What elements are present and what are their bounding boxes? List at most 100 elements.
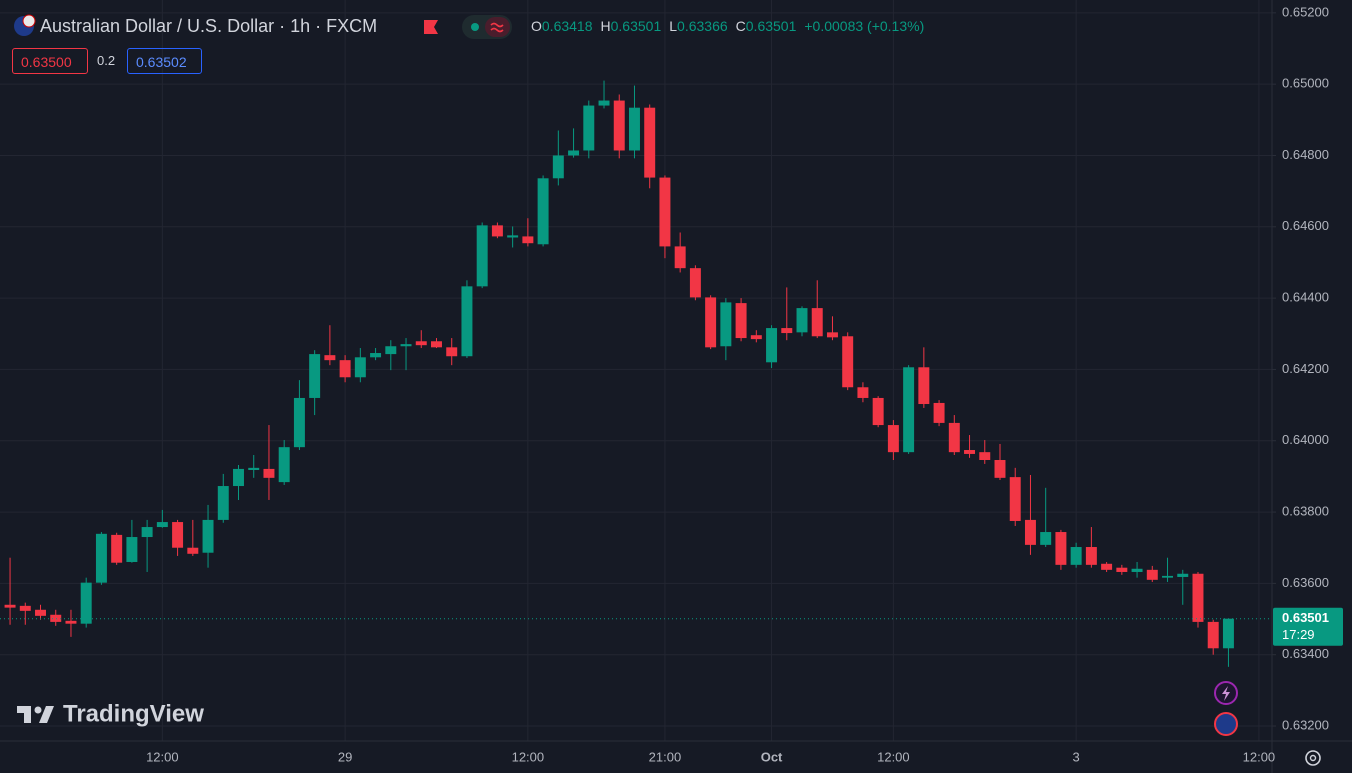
candle-body xyxy=(309,354,321,398)
candle-body xyxy=(187,547,199,554)
candle-body xyxy=(766,328,778,363)
candle-body xyxy=(172,522,184,548)
candle-body xyxy=(659,177,671,247)
candle-body xyxy=(933,402,945,423)
candle-body xyxy=(1207,621,1219,649)
candle-body xyxy=(339,360,351,378)
candle-body xyxy=(826,332,838,338)
candle-body xyxy=(507,235,519,238)
x-tick-label: 3 xyxy=(1073,749,1080,764)
candle-body xyxy=(1162,575,1174,578)
candle-body xyxy=(598,100,610,106)
candle-body xyxy=(217,486,229,520)
candle-body xyxy=(126,537,138,562)
candle-body xyxy=(385,346,397,355)
axes: 0.65200 0.65000 0.64800 0.64600 0.64400 0.642… xyxy=(146,4,1343,764)
y-tick-label: 0.64000 xyxy=(1282,432,1329,447)
y-tick-label: 0.64800 xyxy=(1282,147,1329,162)
y-tick-label: 0.63600 xyxy=(1282,575,1329,590)
candle-body xyxy=(400,344,412,347)
candle-body xyxy=(446,347,458,357)
candle-body xyxy=(370,353,382,358)
status-dot xyxy=(471,23,479,31)
x-tick-label: 12:00 xyxy=(1243,749,1276,764)
candle-body xyxy=(948,422,960,453)
candle-body xyxy=(1116,567,1128,572)
y-tick-label: 0.64600 xyxy=(1282,218,1329,233)
candle-body xyxy=(1222,618,1234,649)
x-tick-label: 12:00 xyxy=(146,749,179,764)
x-tick-label: 12:00 xyxy=(877,749,910,764)
candle-body xyxy=(1055,532,1067,565)
candle-body xyxy=(1040,532,1052,545)
candle-body xyxy=(1146,569,1158,580)
price-tag-countdown: 17:29 xyxy=(1282,627,1315,642)
candle-body xyxy=(583,105,595,151)
candle-body xyxy=(354,357,366,378)
settings-icon[interactable] xyxy=(1305,750,1321,766)
price-tag-value: 0.63501 xyxy=(1282,610,1329,625)
candle-body xyxy=(1009,477,1021,521)
settings-icon-core xyxy=(1309,754,1317,762)
candle-body xyxy=(111,534,123,563)
status-alt xyxy=(485,17,510,37)
candle-body xyxy=(872,397,884,426)
status-wave xyxy=(490,22,504,33)
candle-body xyxy=(568,150,580,156)
x-tick-label: Oct xyxy=(761,749,783,764)
candle-body xyxy=(461,286,473,357)
candle-body xyxy=(202,519,214,553)
candle-body xyxy=(781,328,793,334)
candle-body xyxy=(842,336,854,388)
y-tick-label: 0.63400 xyxy=(1282,646,1329,661)
candle-body xyxy=(293,397,305,448)
x-tick-label: 29 xyxy=(338,749,352,764)
y-tick-label: 0.65000 xyxy=(1282,76,1329,91)
candle-body xyxy=(431,341,442,348)
candle-body xyxy=(857,387,869,398)
candle-body xyxy=(1192,573,1204,622)
candle-body xyxy=(95,533,107,583)
candle-body xyxy=(50,614,62,622)
candle-body xyxy=(674,246,686,269)
candle-body xyxy=(613,100,625,151)
candle-body xyxy=(1131,568,1143,572)
watermark: TradingView xyxy=(63,700,204,727)
candle-body xyxy=(4,604,16,608)
candle-body xyxy=(1085,547,1097,565)
candle-body xyxy=(720,302,732,347)
candle-body xyxy=(994,460,1006,478)
candle-body xyxy=(689,268,701,298)
y-tick-label: 0.64400 xyxy=(1282,290,1329,305)
x-tick-label: 12:00 xyxy=(512,749,545,764)
candle-body xyxy=(248,467,260,470)
candle-body xyxy=(476,225,488,287)
candle-body xyxy=(1070,547,1082,565)
y-tick-label: 0.65200 xyxy=(1282,4,1329,19)
candle-body xyxy=(750,335,762,340)
event-flag-icon[interactable] xyxy=(1214,712,1238,736)
candle-body xyxy=(705,297,717,348)
candle-body xyxy=(156,522,168,528)
candle-body xyxy=(887,425,899,453)
logo-dot xyxy=(34,706,42,714)
y-tick-label: 0.64200 xyxy=(1282,361,1329,376)
candle-body xyxy=(644,107,656,178)
candle-body xyxy=(491,225,503,237)
logo-slash xyxy=(39,706,54,723)
candle-body xyxy=(415,341,427,346)
candle-body xyxy=(80,582,92,624)
candle-body xyxy=(964,450,976,454)
candle-body xyxy=(537,178,549,245)
candle-body xyxy=(522,236,534,244)
candle-body xyxy=(1177,573,1189,577)
candle-body xyxy=(903,367,915,453)
candle-body xyxy=(324,355,336,361)
lightning-glyph xyxy=(1222,686,1230,701)
candle-body xyxy=(65,620,77,624)
candle-body xyxy=(552,155,564,179)
candle-body xyxy=(918,367,930,405)
y-tick-label: 0.63200 xyxy=(1282,717,1329,732)
candle-body xyxy=(811,308,823,337)
